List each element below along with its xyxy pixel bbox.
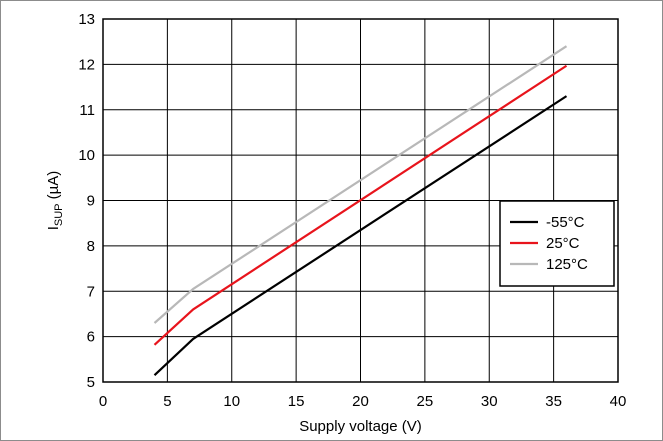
grid-lines <box>103 19 618 382</box>
y-tick-label-6: 6 <box>87 329 95 346</box>
y-tick-label-10: 10 <box>78 147 95 164</box>
y-axis-label-main: I <box>45 226 62 230</box>
y-tick-label-8: 8 <box>87 238 95 255</box>
y-tick-label-11: 11 <box>79 102 95 119</box>
y-tick-label-7: 7 <box>87 283 95 300</box>
legend: -55°C 25°C 125°C <box>499 200 615 287</box>
x-tick-label-5: 5 <box>163 393 171 410</box>
legend-label-1: -55°C <box>546 214 585 231</box>
series-layer <box>153 45 568 376</box>
x-tick-label-0: 0 <box>99 393 107 410</box>
plot-area-border <box>102 18 619 383</box>
x-tick-label-20: 20 <box>352 393 369 410</box>
x-tick-label-30: 30 <box>481 393 498 410</box>
y-tick-label-12: 12 <box>78 56 95 73</box>
x-tick-label-40: 40 <box>610 393 627 410</box>
y-tick-labels: 5 6 7 8 9 10 11 12 13 <box>78 11 95 391</box>
x-tick-label-35: 35 <box>545 393 562 410</box>
legend-label-2: 25°C <box>546 235 580 252</box>
y-tick-label-13: 13 <box>78 11 95 28</box>
x-tick-labels: 0 5 10 15 20 25 30 35 40 <box>99 393 627 410</box>
x-tick-label-15: 15 <box>288 393 305 410</box>
y-tick-label-9: 9 <box>87 193 95 210</box>
x-tick-label-10: 10 <box>223 393 240 410</box>
y-axis-label: ISUP (µA) <box>45 171 65 231</box>
series-line-3 <box>153 45 568 324</box>
y-tick-label-5: 5 <box>87 374 95 391</box>
x-axis-label: Supply voltage (V) <box>299 418 422 435</box>
series-line-1 <box>153 95 568 376</box>
series-line-2 <box>153 64 568 346</box>
x-tick-label-25: 25 <box>417 393 434 410</box>
y-axis-label-subscript: SUP <box>53 204 65 227</box>
legend-label-3: 125°C <box>546 256 588 273</box>
y-axis-label-unit: (µA) <box>45 171 62 204</box>
